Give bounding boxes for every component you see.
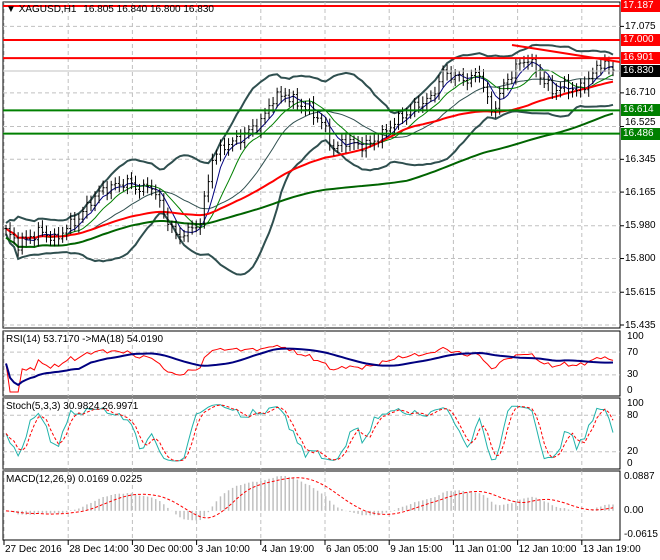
- stoch-tick-label: 100: [627, 398, 644, 409]
- macd-signal-line: [5, 477, 614, 519]
- stoch-tick-label: 20: [627, 446, 639, 458]
- rsi-tick-label: 30: [627, 369, 639, 381]
- bollinger-upper: [5, 43, 614, 224]
- rsi-tick-label: 0: [627, 385, 633, 396]
- stoch-signal-line: [5, 404, 614, 462]
- price-tick-label: 15.980: [625, 220, 656, 232]
- level-tag-resistance: 17.187: [621, 0, 660, 12]
- panel-frame: [2, 1, 621, 329]
- x-tick-label: 9 Jan 15:00: [390, 544, 443, 555]
- x-tick-label: 4 Jan 19:00: [261, 544, 315, 555]
- ma-100: [5, 112, 614, 249]
- macd-tick-label: 0.00: [624, 505, 644, 517]
- resistance-trendline: [511, 44, 621, 63]
- rsi-line: [5, 344, 614, 393]
- x-tick-label: 13 Jan 19:00: [582, 544, 641, 555]
- level-tag-support: 16.614: [621, 104, 660, 117]
- price-tick-label: 16.525: [625, 116, 656, 128]
- macd-tick-label: -0.0615: [624, 529, 658, 540]
- price-tick-label: 15.615: [625, 286, 656, 298]
- stoch-tick-label: 80: [627, 409, 639, 421]
- price-tick-label: 16.165: [625, 186, 656, 198]
- ohlc-values: 16.805 16.840 16.800 16.830: [83, 4, 214, 15]
- price-tick-label: 15.800: [625, 253, 656, 265]
- rsi-ma-line: [5, 347, 614, 387]
- rsi-tick-label: 100: [627, 331, 644, 342]
- stoch-title: Stoch(5,3,3) 30.9824 26.9971: [6, 401, 139, 412]
- rsi-tick-label: 70: [627, 346, 639, 358]
- level-tag-support: 16.486: [621, 127, 660, 140]
- macd-tick-label: 0.0887: [624, 471, 655, 482]
- stoch-main-line: [5, 404, 614, 462]
- price-tick-label: 16.710: [625, 87, 656, 99]
- symbol-label: XAGUSD,H1: [18, 4, 77, 15]
- x-tick-label: 28 Dec 14:00: [69, 544, 129, 555]
- x-tick-label: 3 Jan 10:00: [197, 544, 250, 555]
- x-tick-label: 6 Jan 05:00: [326, 544, 379, 555]
- price-tick-label: 16.345: [625, 153, 656, 165]
- price-tick-label: 15.435: [625, 319, 656, 331]
- x-tick-label: 27 Dec 2016: [5, 544, 62, 555]
- dropdown-triangle-icon[interactable]: ▼: [6, 4, 16, 15]
- stoch-tick-label: 0: [627, 458, 633, 469]
- x-tick-label: 11 Jan 01:00: [454, 544, 512, 555]
- macd-title: MACD(12,26,9) 0.0169 0.0225: [6, 474, 143, 485]
- rsi-title: RSI(14) 53.7170 ->MA(18) 54.0190: [6, 334, 164, 345]
- x-tick-label: 30 Dec 00:00: [133, 544, 193, 555]
- level-tag-resistance: 16.901: [621, 52, 660, 65]
- level-tag-current: 16.830: [621, 65, 660, 77]
- symbol-header: ▼ XAGUSD,H1 16.805 16.840 16.800 16.830: [6, 4, 214, 15]
- x-tick-label: 12 Jan 10:00: [518, 544, 577, 555]
- bollinger-lower: [5, 103, 614, 276]
- level-tag-resistance: 17.000: [621, 34, 660, 47]
- price-tick-label: 17.075: [625, 20, 656, 32]
